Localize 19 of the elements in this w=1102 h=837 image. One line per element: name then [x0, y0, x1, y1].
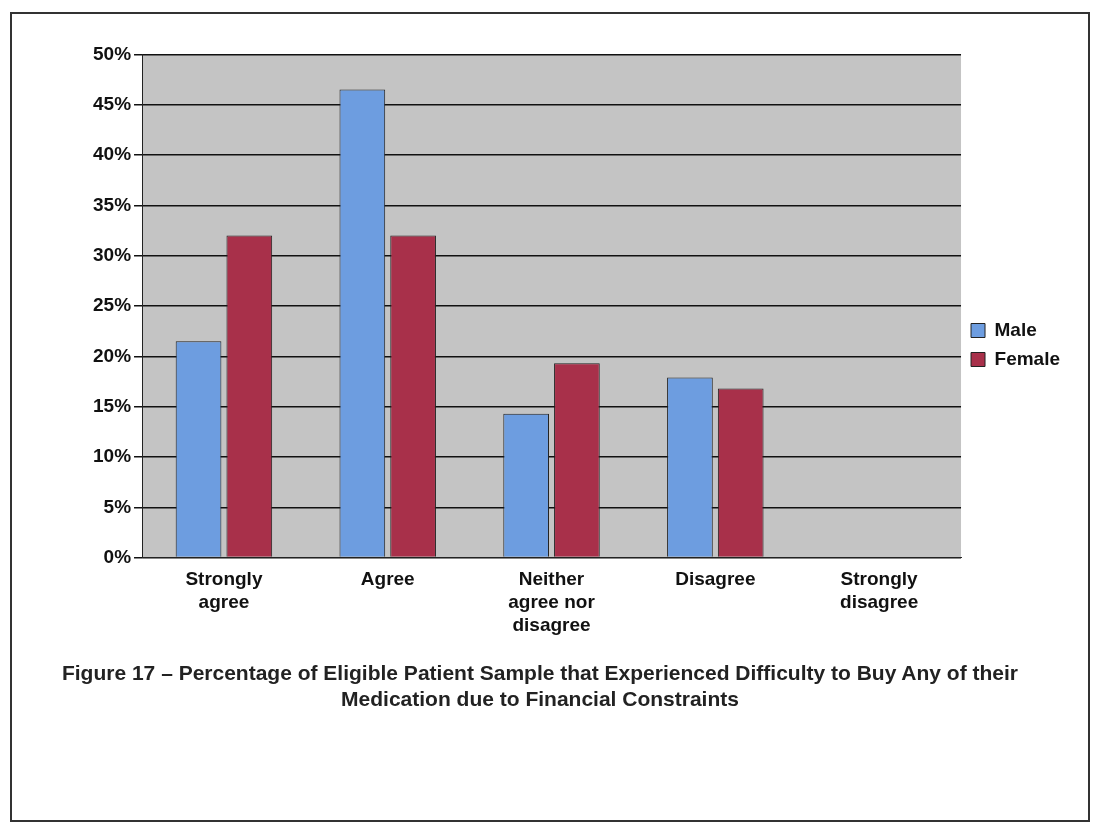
y-tick-label: 5%	[103, 495, 132, 517]
legend-label: Female	[994, 347, 1060, 369]
y-tick-label: 0%	[103, 545, 132, 567]
y-tick-label: 40%	[93, 143, 132, 165]
y-tick-label: 15%	[93, 394, 132, 416]
y-tick-label: 20%	[93, 344, 132, 366]
x-tick-label: Neither agree nor disagree	[508, 568, 596, 635]
x-tick-label: Strongly agree	[185, 568, 263, 613]
x-tick-label: Agree	[360, 568, 415, 590]
text: Figure 17 – Percentage of Eligible Patient Sample that Experienced Difficulty to Buy Any of their Medication due to Financial Constraints	[60, 660, 1020, 712]
x-tick-label: Disagree	[675, 568, 756, 590]
y-tick-label: 50%	[93, 42, 132, 64]
y-tick-label: 45%	[93, 92, 132, 114]
y-tick-label: 25%	[93, 294, 132, 316]
x-tick-label: Strongly disagree	[840, 568, 919, 613]
y-tick-label: 10%	[93, 445, 132, 467]
legend-label: Male	[994, 318, 1037, 340]
y-tick-label: 35%	[93, 193, 132, 215]
y-tick-label: 30%	[93, 243, 132, 265]
